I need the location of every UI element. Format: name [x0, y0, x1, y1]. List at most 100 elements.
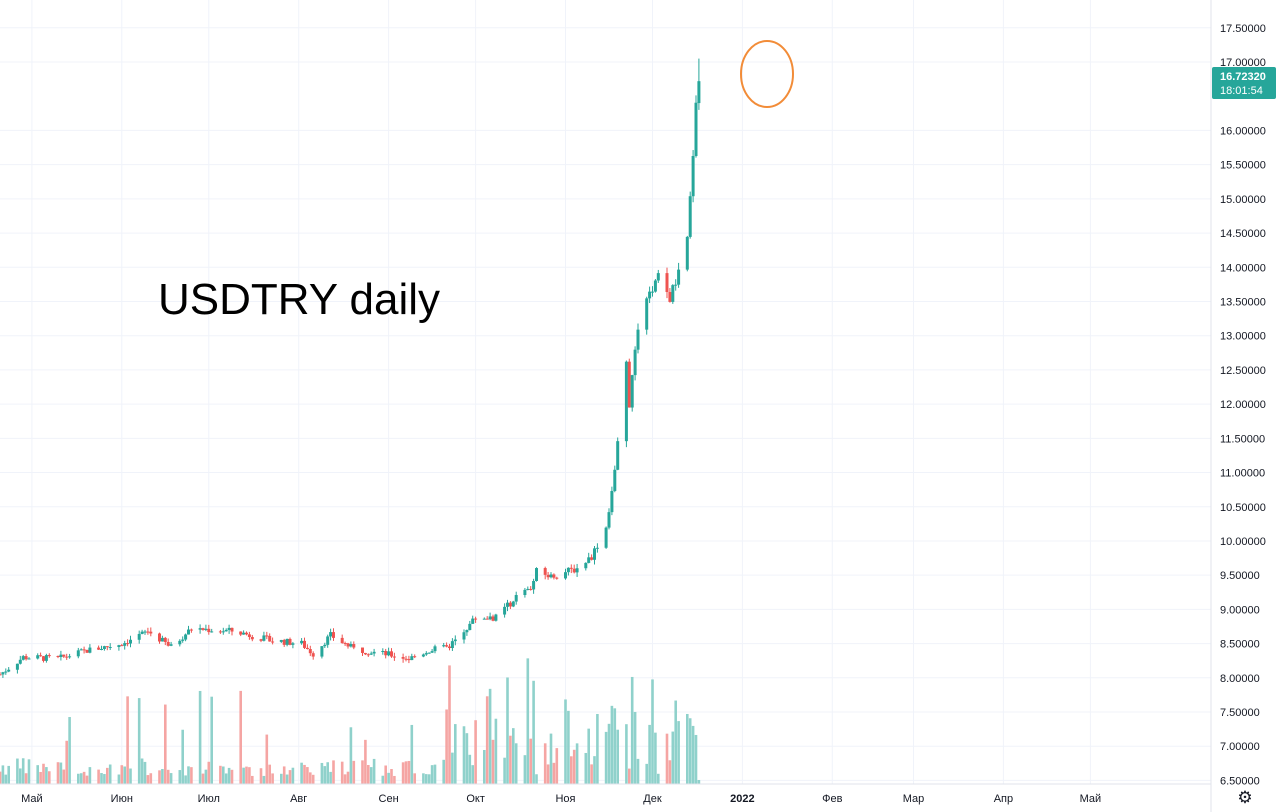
volume-bar: [393, 775, 396, 784]
candle-body: [308, 648, 312, 654]
volume-bar: [448, 665, 451, 784]
volume-bar: [688, 718, 692, 784]
y-tick-label: 9.50000: [1220, 570, 1260, 582]
volume-bar: [1, 765, 5, 784]
gear-icon[interactable]: ⚙: [1237, 788, 1253, 808]
candle-body: [39, 655, 43, 657]
volume-bar: [311, 774, 315, 784]
candle-body: [82, 649, 86, 651]
volume-bar: [187, 766, 190, 784]
volume-bar: [79, 773, 83, 784]
volume-bar: [265, 734, 269, 784]
volume-bar: [21, 758, 25, 784]
volume-bar: [686, 713, 689, 784]
candle-body: [569, 567, 573, 569]
candle-body: [291, 643, 295, 645]
candle-body: [18, 659, 22, 664]
y-tick-label: 17.00000: [1220, 57, 1266, 69]
candle-body: [627, 361, 631, 408]
y-tick-label: 11.50000: [1220, 433, 1265, 445]
candle-body: [424, 653, 428, 655]
candle-body: [590, 557, 594, 560]
candle-body: [346, 643, 350, 647]
x-tick-label: Дек: [643, 793, 662, 805]
candle-body: [271, 641, 275, 643]
volume-bar: [691, 725, 695, 784]
volume-bar: [280, 773, 283, 784]
candle-body: [584, 562, 588, 569]
candle-body: [413, 656, 417, 658]
volume-bar: [674, 700, 677, 784]
volume-bar: [0, 771, 2, 784]
volume-bar: [27, 759, 31, 784]
volume-bar: [630, 676, 634, 784]
last-price-badge: 16.72320 18:01:54: [1212, 67, 1276, 99]
candle-body: [187, 629, 190, 635]
y-tick-label: 15.50000: [1220, 160, 1266, 172]
volume-bar: [422, 773, 425, 784]
y-tick-label: 7.00000: [1220, 741, 1260, 753]
candle-body: [120, 645, 124, 647]
candle-body: [279, 639, 283, 642]
volume-bar: [129, 768, 132, 784]
volume-bar: [97, 769, 100, 784]
time-axis[interactable]: Май Июн Июл Авг Сен Окт Ноя Дек 2022 Фев Мар Апр Май: [21, 793, 1101, 805]
candle-body: [326, 636, 330, 645]
volume-bar: [146, 775, 150, 784]
volume-bar: [126, 696, 129, 784]
candle-body: [349, 644, 353, 647]
volume-bar: [103, 774, 106, 784]
candle-body: [311, 653, 315, 657]
volume-bar: [210, 696, 213, 784]
volume-bar: [483, 750, 486, 784]
volume-bar: [509, 735, 512, 784]
candle-body: [76, 650, 80, 657]
volume-bar: [387, 772, 390, 784]
volume-bar: [349, 727, 353, 784]
volume-bar: [390, 769, 393, 784]
candle-body: [0, 674, 2, 676]
volume-bar: [625, 724, 628, 784]
candle-body: [427, 652, 431, 654]
candle-body: [245, 632, 248, 635]
volume-bar: [181, 729, 184, 784]
volume-bar: [494, 718, 498, 784]
candle-body: [169, 644, 173, 646]
candle-body: [587, 557, 591, 563]
candle-body: [688, 196, 692, 237]
candle-body: [407, 659, 411, 661]
candle-body: [218, 631, 222, 633]
volume-bar: [85, 775, 89, 784]
volume-bar: [291, 767, 295, 784]
candle-body: [668, 292, 672, 302]
candle-body: [329, 632, 333, 637]
candle-body: [465, 630, 469, 633]
x-tick-label: Май: [1080, 793, 1102, 805]
candle-body: [671, 285, 675, 302]
y-tick-label: 9.00000: [1220, 604, 1260, 616]
candle-body: [462, 632, 466, 640]
volume-bar: [529, 738, 532, 784]
x-tick-label: Апр: [994, 793, 1013, 805]
y-tick-label: 6.50000: [1220, 775, 1260, 787]
volume-bar: [694, 734, 698, 784]
price-axis[interactable]: 6.50000 7.00000 7.50000 8.00000 8.50000 9.000…: [1220, 23, 1266, 788]
candle-body: [526, 588, 530, 590]
candle-body: [485, 618, 489, 620]
volume-bar: [384, 765, 387, 784]
candle-body: [259, 639, 263, 641]
volume-bar: [535, 774, 538, 784]
x-tick-label: Окт: [466, 793, 485, 805]
candle-body: [204, 628, 208, 630]
candle-body: [198, 628, 202, 630]
candle-body: [387, 651, 391, 656]
volume-bar: [65, 740, 68, 784]
volume-bar: [323, 766, 327, 784]
candle-body: [607, 512, 611, 528]
candle-body: [616, 441, 620, 470]
volume-bar: [320, 762, 324, 784]
x-tick-label: 2022: [730, 793, 754, 805]
volume-bar: [367, 765, 370, 784]
volume-bar: [282, 766, 286, 784]
